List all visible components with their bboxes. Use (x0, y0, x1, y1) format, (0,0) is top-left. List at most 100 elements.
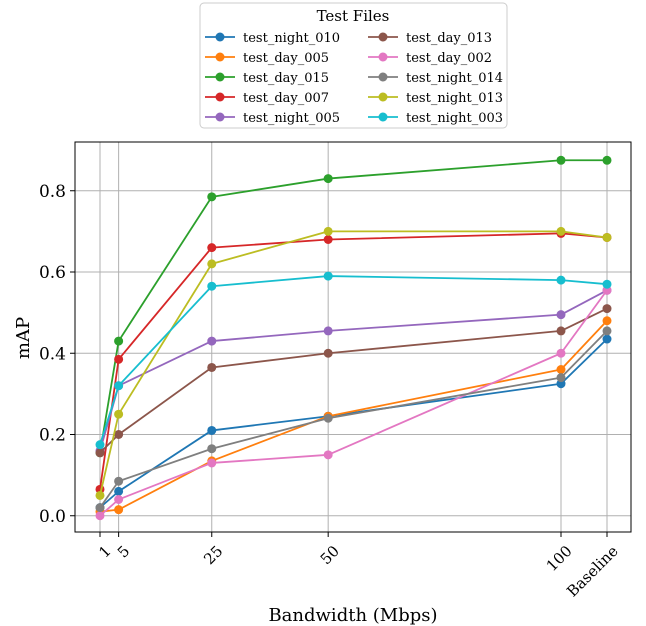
series-test_night_005 (95, 285, 612, 456)
series-test_day_005 (95, 316, 612, 517)
legend-label: test_day_013 (406, 31, 492, 46)
x-tick-label: 50 (317, 542, 343, 568)
legend-entry: test_day_007 (205, 91, 329, 106)
x-axis-label: Bandwidth (Mbps) (268, 605, 437, 626)
data-point (95, 440, 105, 450)
series-layer (95, 155, 612, 521)
legend-entry: test_day_013 (368, 31, 492, 46)
data-point (95, 490, 105, 500)
data-point (556, 373, 566, 383)
legend-label: test_night_010 (243, 31, 340, 46)
data-point (207, 336, 217, 346)
data-point (207, 362, 217, 372)
data-point (323, 326, 333, 336)
x-tick-label: 100 (543, 542, 576, 575)
y-tick-label: 0.0 (39, 507, 66, 527)
legend-marker (378, 112, 388, 122)
data-point (114, 381, 124, 391)
x-tick-label: 25 (200, 542, 226, 568)
legend-label: test_night_014 (406, 71, 503, 86)
legend-label: test_day_002 (406, 51, 492, 66)
legend-marker (378, 92, 388, 102)
plot-area-frame (74, 141, 632, 533)
data-point (207, 281, 217, 291)
legend-label: test_day_007 (243, 91, 329, 106)
series-line (99, 159, 607, 453)
series-line (99, 289, 608, 451)
y-axis-label: mAP (13, 317, 34, 359)
data-point (114, 409, 124, 419)
series-line (99, 307, 608, 454)
data-point (602, 326, 612, 336)
series-test_day_002 (95, 285, 612, 521)
legend-label: test_night_003 (406, 111, 503, 126)
data-point (207, 192, 217, 202)
legend-marker (215, 92, 225, 102)
data-point (114, 486, 124, 496)
x-tick-label: 5 (114, 542, 133, 561)
data-point (323, 348, 333, 358)
data-point (323, 271, 333, 281)
data-point (556, 348, 566, 358)
legend-label: test_day_015 (243, 71, 329, 86)
series-test_day_013 (95, 304, 612, 458)
legend-marker (378, 72, 388, 82)
data-point (114, 430, 124, 439)
x-tick-label: Baseline (563, 542, 622, 601)
data-point (602, 155, 612, 165)
legend-marker (215, 52, 225, 62)
legend-title: Test Files (317, 7, 390, 25)
series-line (99, 275, 608, 445)
data-point (556, 310, 566, 320)
legend-entry: test_day_002 (368, 51, 492, 66)
data-point (556, 226, 566, 236)
legend: Test Files test_night_010test_day_005tes… (199, 2, 508, 129)
data-point (207, 458, 217, 468)
legend-entry: test_day_015 (205, 71, 329, 86)
data-point (323, 174, 333, 184)
legend-entry: test_night_013 (368, 91, 503, 106)
series-test_day_007 (95, 228, 612, 494)
data-point (114, 354, 124, 364)
legend-label: test_day_005 (243, 51, 329, 66)
data-point (602, 279, 612, 289)
data-point (207, 243, 217, 253)
data-point (323, 235, 333, 244)
legend-entry: test_night_014 (368, 71, 503, 86)
y-tick-label: 0.8 (39, 182, 66, 202)
x-tick-label: 1 (95, 542, 114, 561)
data-point (556, 365, 566, 374)
data-point (602, 316, 612, 326)
series-line (99, 232, 608, 490)
data-point (114, 495, 124, 504)
legend-marker (378, 52, 388, 62)
legend-frame (199, 2, 508, 129)
data-point (602, 232, 612, 242)
grid-lines (75, 142, 631, 532)
data-point (602, 304, 612, 314)
legend-marker (215, 72, 225, 82)
series-test_night_014 (95, 326, 612, 513)
legend-marker (378, 32, 388, 42)
data-point (323, 226, 333, 236)
data-point (323, 450, 333, 460)
series-test_night_013 (95, 226, 612, 500)
legend-entries: test_night_010test_day_005test_day_015te… (205, 31, 503, 126)
legend-label: test_night_005 (243, 111, 340, 126)
data-point (556, 326, 566, 336)
data-point (207, 259, 217, 269)
legend-entry: test_night_005 (205, 111, 340, 126)
legend-entry: test_night_010 (205, 31, 340, 46)
legend-marker (215, 32, 225, 42)
legend-label: test_night_013 (406, 91, 503, 106)
y-tick-label: 0.6 (39, 263, 66, 283)
data-point (114, 476, 124, 486)
data-point (95, 511, 105, 521)
series-line (99, 320, 608, 513)
data-point (95, 448, 105, 458)
y-tick-label: 0.4 (39, 344, 66, 364)
data-point (556, 275, 566, 285)
legend-marker (215, 112, 225, 122)
